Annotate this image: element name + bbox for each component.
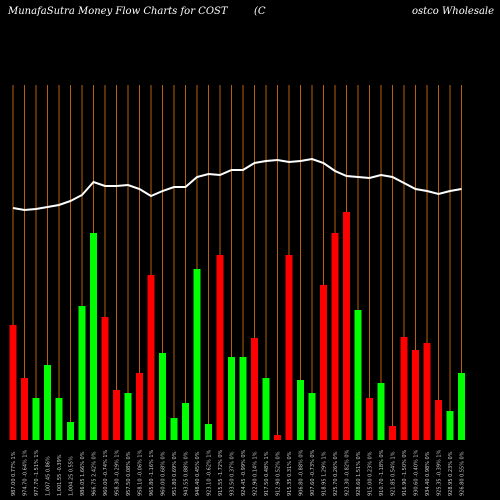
bar [228, 357, 235, 440]
bar [251, 338, 258, 440]
bar [78, 306, 86, 440]
bar [216, 255, 224, 440]
x-tick-label: 933.50 0.37% 0% [230, 451, 236, 496]
bar [320, 285, 327, 440]
x-tick-label: 987.00 0.77% 1% [11, 451, 17, 496]
bar [400, 337, 408, 440]
bar [458, 373, 465, 440]
bar [435, 400, 442, 440]
x-tick-label: 960.00 -0.74% 1% [103, 449, 109, 496]
x-tick-label: 915.55 -1.72% 0% [218, 449, 224, 496]
x-tick-label: 921.85 0.54% 1% [391, 451, 397, 496]
bar [297, 380, 304, 440]
x-tick-label: 951.80 0.69% 0% [172, 451, 178, 496]
bar [331, 233, 339, 440]
bar [101, 317, 109, 440]
bar [239, 357, 247, 440]
x-tick-label: 928.60 1.51% 0% [356, 451, 362, 496]
bar [377, 383, 385, 440]
x-tick-label: 910.70 -1.18% 0% [379, 449, 385, 496]
x-tick-label: 1,004.25 0.55% [69, 456, 75, 496]
x-tick-label: 960.00 0.68% 0% [161, 451, 167, 496]
x-tick-label: 930.60 -0.40% 1% [414, 449, 420, 496]
money-flow-line [12, 157, 462, 212]
x-tick-label: 922.90 0.14% 1% [253, 451, 259, 496]
x-tick-label: 923.10 -0.62% 1% [207, 449, 213, 496]
bar [21, 378, 28, 440]
bar [124, 393, 132, 440]
bar [44, 365, 51, 440]
bar [193, 269, 201, 440]
bar [147, 275, 155, 440]
x-tick-label: 906.80 -0.88% 0% [299, 449, 305, 496]
bar [9, 325, 17, 440]
x-tick-label: 923.30 -0.82% 0% [345, 449, 351, 496]
bar [136, 373, 143, 440]
x-tick-label: 934.40 0.98% 0% [425, 451, 431, 496]
bar [170, 418, 178, 440]
bar [113, 390, 120, 440]
chart-title: (C [254, 6, 266, 17]
x-tick-label: 925.70 0.26% 0% [333, 451, 339, 496]
x-tick-label: 958.30 -0.29% 1% [115, 449, 121, 496]
bar [182, 403, 189, 440]
bar [343, 212, 350, 440]
bar [308, 393, 316, 440]
chart-title: MunafaSutra Money Flow Charts for COST [7, 6, 229, 17]
chart-title: ostco Wholesale [412, 6, 494, 17]
x-tick-label: 924.45 -0.99% 0% [241, 449, 247, 496]
x-tick-label: 917.50 0.48% 1% [264, 451, 270, 496]
x-tick-label: 986.05 1.66% 0% [80, 451, 86, 496]
x-tick-label: 965.80 -1.16% 1% [149, 449, 155, 496]
bar [274, 435, 281, 440]
x-tick-label: 916.90 -1.50% 0% [402, 449, 408, 496]
x-tick-label: 977.70 -1.51% 1% [34, 449, 40, 496]
x-tick-label: 907.60 -0.73% 0% [310, 449, 316, 496]
bar [262, 378, 270, 440]
bar [389, 426, 396, 440]
bar [67, 422, 74, 440]
x-tick-label: 926.80 0.55% 0% [460, 451, 466, 496]
bar [366, 398, 373, 440]
x-tick-label: 1,007.45 0.86% [46, 456, 52, 496]
x-tick-label: 915.35 0.31% 0% [287, 451, 293, 496]
bar [354, 310, 362, 440]
x-tick-label: 974.70 -0.64% 1% [23, 449, 29, 496]
x-tick-label: 915.00 0.23% 0% [368, 451, 374, 496]
bar [446, 411, 454, 440]
bar [412, 350, 419, 440]
bar [205, 424, 212, 440]
bar [32, 398, 40, 440]
bar [423, 343, 431, 440]
bar [285, 255, 293, 440]
bar [159, 353, 166, 440]
x-tick-label: 928.95 0.23% 0% [448, 451, 454, 496]
x-tick-label: 925.35 -0.39% 1% [437, 449, 443, 496]
x-tick-label: 1,001.55 -0.39% [57, 454, 63, 496]
x-tick-label: 912.90 0.52% 0% [276, 451, 282, 496]
bar [55, 398, 63, 440]
x-tick-label: 948.40 0.45% 0% [195, 451, 201, 496]
x-tick-label: 966.75 2.42% 0% [92, 451, 98, 496]
bar [90, 233, 97, 440]
x-tick-label: 957.50 0.08% 0% [126, 451, 132, 496]
x-tick-label: 918.95 1.29% 1% [322, 451, 328, 496]
x-tick-label: 958.10 -0.06% 1% [138, 449, 144, 496]
x-tick-label: 943.55 0.88% 0% [184, 451, 190, 496]
